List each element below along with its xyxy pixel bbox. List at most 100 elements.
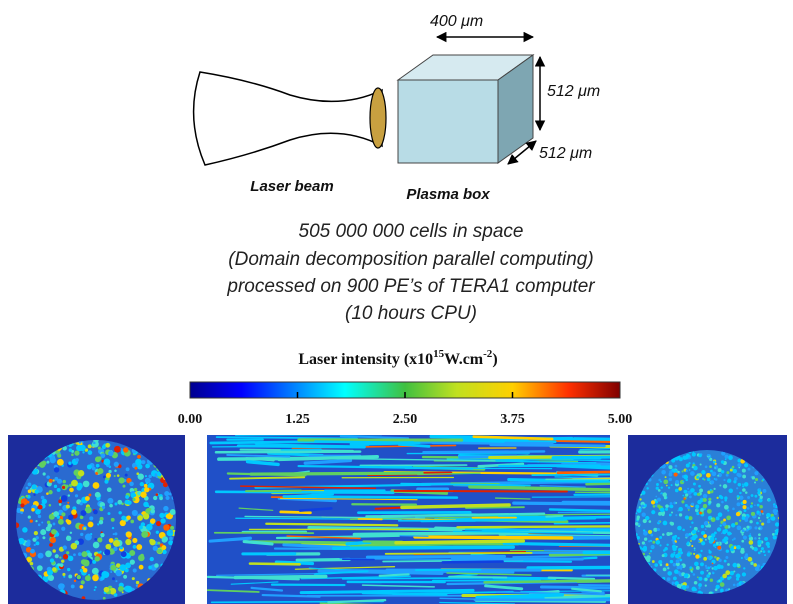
speckle: [742, 469, 746, 473]
speckle: [750, 562, 753, 565]
speckle: [702, 538, 704, 540]
speckle: [710, 566, 712, 568]
speckle: [740, 549, 744, 553]
speckle: [80, 533, 83, 536]
speckle: [760, 520, 762, 522]
speckle: [136, 544, 142, 550]
speckle: [45, 551, 52, 558]
speckle: [71, 584, 75, 588]
speckle: [81, 510, 87, 516]
speckle: [714, 556, 717, 559]
speckle: [95, 492, 101, 498]
speckle: [140, 482, 144, 486]
speckle: [60, 563, 64, 567]
speckle: [746, 526, 749, 529]
speckle: [754, 504, 756, 506]
speckle: [736, 487, 738, 489]
speckle: [148, 566, 152, 570]
speckle: [94, 586, 96, 588]
speckle: [655, 496, 657, 498]
speckle: [103, 476, 106, 479]
speckle: [667, 577, 671, 581]
speckle: [160, 518, 165, 523]
speckle: [732, 539, 734, 541]
speckle: [764, 554, 766, 556]
speckle: [710, 579, 713, 582]
speckle: [27, 501, 30, 504]
speckle: [717, 546, 721, 550]
speckle: [671, 469, 674, 472]
speckle: [706, 473, 711, 478]
speckle: [169, 537, 173, 541]
speckle: [698, 530, 700, 532]
speckle: [113, 540, 120, 547]
speckle: [149, 539, 153, 543]
speckle: [683, 498, 685, 500]
speckle: [654, 499, 657, 502]
speckle: [94, 538, 97, 541]
streak: [250, 564, 300, 565]
speckle: [726, 515, 731, 520]
speckle: [666, 464, 668, 466]
speckle: [157, 542, 160, 545]
speckle: [731, 523, 735, 527]
speckle: [130, 520, 134, 524]
speckle: [699, 512, 702, 515]
speckle: [709, 551, 712, 554]
speckle: [682, 495, 684, 497]
speckle: [751, 502, 753, 504]
speckle: [121, 516, 126, 521]
speckle: [117, 474, 120, 477]
speckle: [143, 502, 148, 507]
speckle: [643, 531, 648, 536]
speckle: [167, 530, 174, 537]
speckle: [68, 575, 72, 579]
speckle: [692, 451, 694, 453]
speckle: [671, 484, 673, 486]
speckle: [756, 522, 759, 525]
speckle: [747, 496, 750, 499]
speckle: [726, 471, 729, 474]
speckle: [737, 495, 740, 498]
speckle: [78, 552, 82, 556]
speckle: [710, 539, 712, 541]
speckle: [26, 487, 29, 490]
speckle: [58, 499, 62, 503]
speckle: [163, 524, 169, 530]
tick-label: 0.00: [178, 412, 203, 427]
speckle: [750, 545, 753, 548]
speckle: [720, 525, 722, 527]
speckle: [104, 587, 110, 593]
speckle: [673, 541, 676, 544]
speckle: [749, 540, 754, 545]
speckle: [742, 485, 744, 487]
speckle: [156, 493, 159, 496]
speckle: [701, 541, 705, 545]
speckle: [77, 486, 82, 491]
speckle: [37, 565, 43, 571]
speckle: [721, 460, 725, 464]
box-front: [398, 80, 498, 163]
speckle: [108, 451, 113, 456]
speckle: [656, 540, 661, 545]
streak: [251, 473, 422, 474]
speckle: [642, 547, 647, 552]
speckle: [675, 489, 679, 493]
speckle: [721, 541, 723, 543]
speckle: [674, 473, 678, 477]
speckle: [713, 488, 715, 490]
speckle: [79, 445, 85, 451]
streak: [347, 542, 370, 544]
speckle: [102, 506, 105, 509]
speckle: [718, 542, 720, 544]
speckle: [682, 585, 687, 590]
tick-label: 5.00: [608, 412, 633, 427]
speckle: [114, 475, 116, 477]
speckle: [641, 505, 644, 508]
speckle: [668, 487, 670, 489]
speckle: [681, 470, 683, 472]
speckle: [754, 481, 756, 483]
speckle: [733, 546, 736, 549]
speckle: [87, 552, 92, 557]
speckle: [727, 563, 730, 566]
